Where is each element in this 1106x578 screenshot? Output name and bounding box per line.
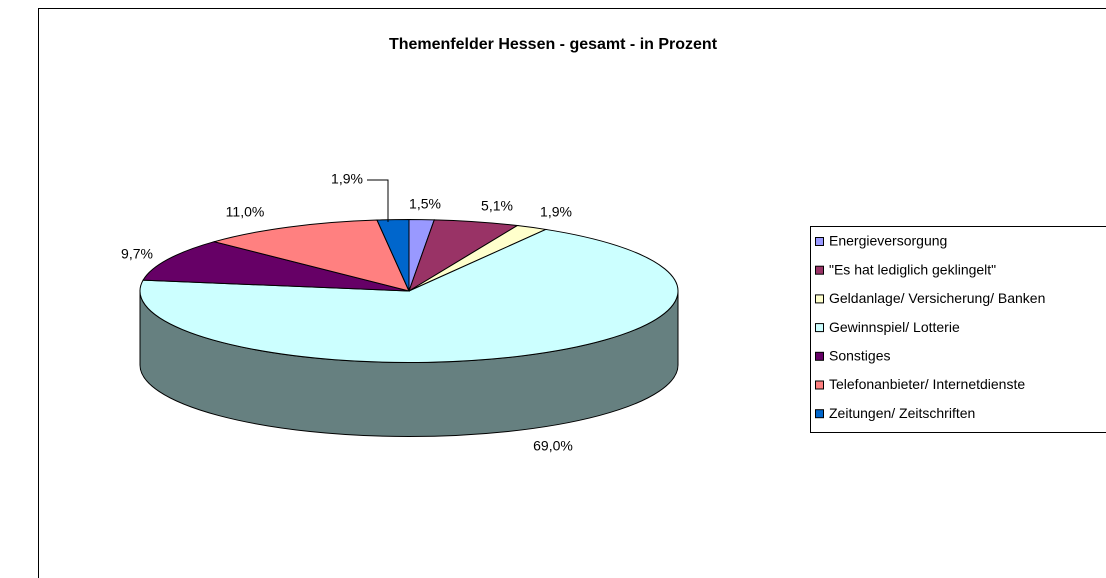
pie-slice <box>376 218 410 292</box>
data-label: 5,1% <box>481 198 513 214</box>
legend-swatch <box>815 380 824 390</box>
legend-label: Telefonanbieter/ Internetdienste <box>829 376 1025 392</box>
legend-label: Energieversorgung <box>829 233 947 249</box>
legend-swatch <box>815 265 824 275</box>
pie-slice <box>139 228 679 363</box>
pie-slice <box>142 241 410 292</box>
legend-label: Zeitungen/ Zeitschriften <box>829 405 975 421</box>
legend-swatch <box>815 351 824 361</box>
legend-box <box>810 226 1106 433</box>
legend-label: Gewinnspiel/ Lotterie <box>829 319 960 335</box>
legend-label: "Es hat lediglich geklingelt" <box>829 261 996 277</box>
data-label: 1,5% <box>409 196 441 212</box>
data-label: 1,9% <box>331 171 363 187</box>
leader-line <box>367 179 389 222</box>
legend-swatch <box>815 237 824 246</box>
legend-swatch <box>815 409 824 419</box>
legend-label: Geldanlage/ Versicherung/ Banken <box>829 290 1045 306</box>
data-label: 1,9% <box>540 204 572 220</box>
pie-slice <box>212 219 410 292</box>
legend-swatch <box>815 294 824 304</box>
data-label: 69,0% <box>533 438 573 454</box>
data-label: 9,7% <box>121 246 153 262</box>
chart-title: Themenfelder Hessen - gesamt - in Prozen… <box>389 36 718 53</box>
legend-label: Sonstiges <box>829 348 890 364</box>
data-label: 11,0% <box>226 204 265 220</box>
legend-swatch <box>815 323 824 333</box>
